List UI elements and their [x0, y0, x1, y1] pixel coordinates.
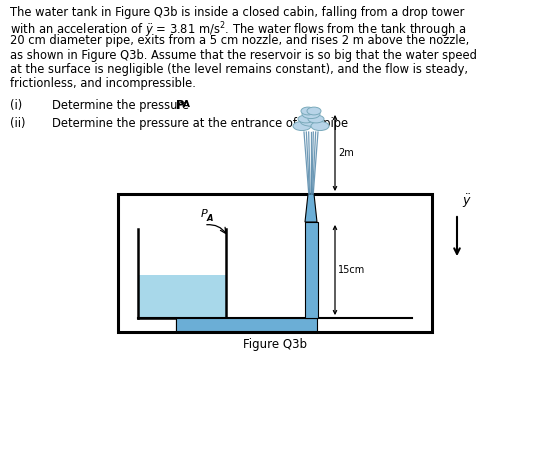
Text: $P$: $P$: [200, 207, 209, 219]
Ellipse shape: [298, 115, 314, 123]
Bar: [118, 194, 432, 332]
Text: A: A: [183, 100, 190, 109]
Ellipse shape: [307, 107, 321, 115]
Text: Determine the pressure at the entrance of the pipe: Determine the pressure at the entrance o…: [52, 118, 348, 130]
Text: $\ddot{y}$: $\ddot{y}$: [462, 193, 472, 210]
Polygon shape: [305, 194, 317, 222]
Ellipse shape: [293, 121, 311, 131]
Text: 15cm: 15cm: [338, 265, 365, 275]
Text: 10cm: 10cm: [204, 320, 231, 329]
Text: as shown in Figure Q3b. Assume that the reservoir is so big that the water speed: as shown in Figure Q3b. Assume that the …: [10, 49, 477, 62]
Text: 20 cm diameter pipe, exits from a 5 cm nozzle, and rises 2 m above the nozzle,: 20 cm diameter pipe, exits from a 5 cm n…: [10, 34, 469, 47]
Text: with an acceleration of $\ddot{y}$ = 3.81 m/s$^2$. The water flows from the tank: with an acceleration of $\ddot{y}$ = 3.8…: [10, 20, 466, 40]
Text: Determine the pressure: Determine the pressure: [52, 99, 193, 112]
Ellipse shape: [301, 107, 315, 115]
Ellipse shape: [300, 116, 322, 126]
Bar: [305, 222, 318, 318]
Text: (ii): (ii): [10, 118, 25, 130]
Bar: [176, 318, 189, 331]
Text: (i): (i): [10, 99, 22, 112]
Text: The water tank in Figure Q3b is inside a closed cabin, falling from a drop tower: The water tank in Figure Q3b is inside a…: [10, 6, 464, 19]
Text: at the surface is negligible (the level remains constant), and the flow is stead: at the surface is negligible (the level …: [10, 63, 468, 76]
Ellipse shape: [311, 121, 329, 131]
Text: 2m: 2m: [338, 148, 354, 158]
Text: frictionless, and incompressible.: frictionless, and incompressible.: [10, 77, 196, 90]
Ellipse shape: [308, 115, 324, 123]
Ellipse shape: [302, 110, 320, 118]
Text: A: A: [207, 214, 214, 223]
Bar: [138, 275, 226, 318]
Text: Figure Q3b: Figure Q3b: [243, 338, 307, 351]
Text: P: P: [176, 99, 184, 112]
Bar: [176, 318, 317, 331]
